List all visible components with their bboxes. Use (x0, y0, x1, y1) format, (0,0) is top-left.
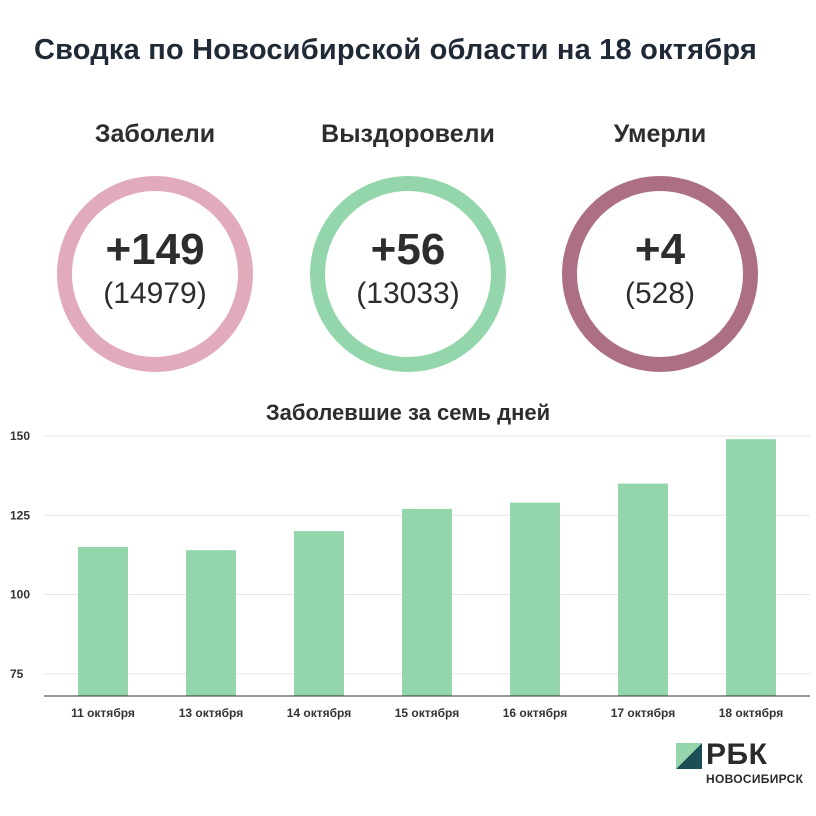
stat-label-recovered: Выздоровели (321, 120, 495, 148)
stat-cases: Заболели +149 (14979) (35, 118, 275, 372)
delta-cases: +149 (105, 225, 205, 274)
x-tick-label: 16 октября (503, 706, 567, 720)
page-title: Сводка по Новосибирской области на 18 ок… (34, 34, 758, 66)
total-deaths: (528) (624, 277, 696, 310)
bar (186, 550, 236, 696)
bar (726, 439, 776, 696)
rbc-logo: РБК НОВОСИБИРСК (676, 738, 808, 792)
stat-label-deaths: Умерли (613, 120, 707, 148)
ring-recovered: +56 (13033) (310, 176, 506, 372)
y-tick-label: 150 (10, 430, 30, 443)
x-tick-label: 11 октября (71, 706, 135, 720)
chart-title: Заболевшие за семь дней (265, 400, 551, 425)
x-tick-label: 15 октября (395, 706, 459, 720)
stat-recovered: Выздоровели +56 (13033) (288, 118, 528, 372)
bar-chart: 75 100 125 150 11 октября 13 октября 14 октябр… (10, 430, 810, 720)
rbc-logo-mark-icon (676, 743, 702, 769)
total-recovered: (13033) (356, 277, 460, 310)
x-tick-label: 14 октября (287, 706, 351, 720)
x-tick-label: 17 октября (611, 706, 675, 720)
total-cases: (14979) (103, 277, 207, 310)
bar (78, 546, 128, 696)
stat-deaths: Умерли +4 (528) (540, 118, 780, 372)
ring-deaths: +4 (528) (562, 176, 758, 372)
stat-label-cases: Заболели (94, 120, 216, 148)
y-tick-label: 100 (10, 588, 30, 602)
ring-cases: +149 (14979) (57, 176, 253, 372)
x-tick-label: 18 октября (719, 706, 783, 720)
y-tick-label: 125 (10, 508, 30, 522)
logo-text: РБК (706, 738, 768, 771)
bar (510, 502, 560, 696)
bar (402, 508, 452, 696)
x-tick-label: 13 октября (179, 706, 243, 720)
logo-subtitle: НОВОСИБИРСК (706, 772, 804, 786)
delta-recovered: +56 (370, 225, 446, 274)
y-tick-label: 75 (10, 667, 24, 681)
delta-deaths: +4 (634, 225, 686, 274)
bar (618, 483, 668, 696)
bar (294, 531, 344, 696)
